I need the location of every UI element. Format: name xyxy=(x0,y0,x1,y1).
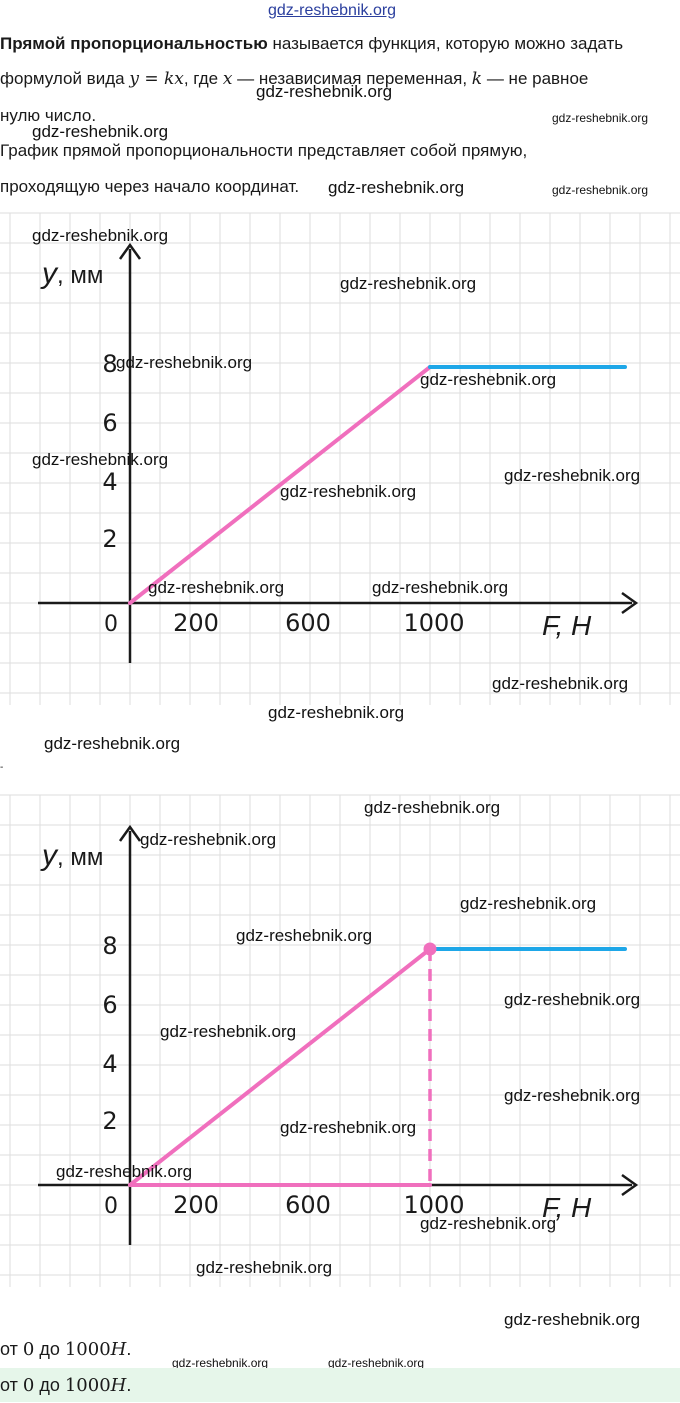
watermark: gdz-reshebnik.org xyxy=(256,82,393,101)
x-tick-label: 600 xyxy=(285,1191,331,1219)
chart-axes xyxy=(38,242,639,663)
watermark: gdz-reshebnik.org xyxy=(340,274,477,293)
y-axis-label: y, мм xyxy=(40,839,103,872)
watermark: gdz-reshebnik.org xyxy=(552,183,649,197)
watermark: gdz-reshebnik.org xyxy=(236,926,373,945)
y-axis-arrow xyxy=(118,242,142,260)
y-tick-label: 4 xyxy=(102,468,117,496)
definition-line-3: нулю число. xyxy=(0,106,97,125)
y-tick-label: 4 xyxy=(102,1050,117,1078)
x-tick-label: 600 xyxy=(285,609,331,637)
point-marker xyxy=(423,942,437,956)
answer-unit: H xyxy=(110,1375,127,1396)
definition-text: — независимая переменная, xyxy=(232,69,472,88)
watermark: gdz-reshebnik.org xyxy=(280,1118,417,1137)
watermark: gdz-reshebnik.org xyxy=(504,990,641,1009)
separator: - xyxy=(0,762,4,773)
definition-text: , где xyxy=(183,69,223,88)
definition-line-1: Прямой пропорциональностью называется фу… xyxy=(0,25,680,63)
watermark: gdz-reshebnik.org xyxy=(148,578,285,597)
watermark: gdz-reshebnik.org xyxy=(372,578,509,597)
watermark: gdz-reshebnik.org xyxy=(172,1356,269,1370)
graph-text-line-1: График прямой пропорциональности предста… xyxy=(0,141,528,160)
watermark: gdz-reshebnik.org xyxy=(196,1258,333,1277)
variable-x: x xyxy=(222,69,233,89)
watermark: gdz-reshebnik.org xyxy=(328,178,465,197)
y-tick-label: 6 xyxy=(102,991,117,1019)
watermark: gdz-reshebnik.org xyxy=(160,1022,297,1041)
x-axis-label: F, Н xyxy=(542,1192,592,1223)
answer-text: до xyxy=(34,1339,65,1359)
y-tick-label: 6 xyxy=(102,409,117,437)
definition-line-2: формулой вида y = kx, где x — независима… xyxy=(0,60,680,98)
y-tick-label: 2 xyxy=(102,525,117,553)
watermark: gdz-reshebnik.org xyxy=(44,734,181,753)
watermark: gdz-reshebnik.org xyxy=(460,894,597,913)
chart-series xyxy=(128,942,627,1187)
formula: y = kx xyxy=(129,69,184,89)
answer-text: . xyxy=(126,1339,132,1359)
y-tick-label: 8 xyxy=(102,350,117,378)
watermark: gdz-reshebnik.org xyxy=(504,1086,641,1105)
x-axis-arrow xyxy=(621,591,639,615)
variable-k: k xyxy=(471,69,483,89)
watermark-top[interactable]: gdz-reshebnik.org xyxy=(268,2,397,19)
answer-text: от xyxy=(0,1339,23,1359)
series-line-1 xyxy=(128,947,432,1187)
definition-text: называется функция, которую можно задать xyxy=(267,34,624,53)
definition-text: — не равное xyxy=(482,69,589,88)
x-axis-label: F, Н xyxy=(542,610,592,641)
watermark: gdz-reshebnik.org xyxy=(420,1214,557,1233)
watermark: gdz-reshebnik.org xyxy=(504,466,641,485)
chart-direct-proportion-annotated: y, мм F, Н 0 200 600 1000 2 4 6 8 xyxy=(0,794,680,1287)
x-tick-label: 200 xyxy=(173,609,219,637)
watermark: gdz-reshebnik.org xyxy=(328,1356,425,1370)
y-tick-label: 2 xyxy=(102,1107,117,1135)
x-tick-label: 1000 xyxy=(403,609,464,637)
graph-text-line-2: проходящую через начало координат. xyxy=(0,177,300,196)
answer-line-1: от 0 до 1000H. xyxy=(0,1332,680,1366)
series-line-1 xyxy=(128,365,432,605)
answer-text: от xyxy=(0,1375,23,1395)
answer-line-2: от 0 до 1000H. xyxy=(0,1368,680,1402)
answer-value: 1000 xyxy=(64,1375,111,1396)
y-tick-label: 8 xyxy=(102,932,117,960)
watermark: gdz-reshebnik.org xyxy=(420,370,557,389)
y-axis-arrow xyxy=(118,824,142,842)
answer-unit: H xyxy=(110,1339,127,1360)
chart-axes xyxy=(38,824,639,1245)
watermark: gdz-reshebnik.org xyxy=(32,122,169,141)
origin-label: 0 xyxy=(104,1194,118,1219)
answer-value: 1000 xyxy=(64,1339,111,1360)
watermark: gdz-reshebnik.org xyxy=(552,111,649,125)
watermark: gdz-reshebnik.org xyxy=(364,798,501,817)
x-tick-label: 1000 xyxy=(403,1191,464,1219)
watermark: gdz-reshebnik.org xyxy=(32,450,169,469)
watermark: gdz-reshebnik.org xyxy=(504,1310,641,1329)
answer-text: . xyxy=(126,1375,132,1395)
answer-text: до xyxy=(34,1375,65,1395)
watermark: gdz-reshebnik.org xyxy=(32,226,169,245)
watermark: gdz-reshebnik.org xyxy=(116,353,253,372)
chart-direct-proportion: y, мм F, Н 0 200 600 1000 2 4 6 8 xyxy=(0,212,680,705)
watermark: gdz-reshebnik.org xyxy=(268,703,405,722)
answer-value: 0 xyxy=(22,1339,35,1360)
origin-label: 0 xyxy=(104,612,118,637)
x-axis-arrow xyxy=(621,1173,639,1197)
watermark: gdz-reshebnik.org xyxy=(280,482,417,501)
watermark: gdz-reshebnik.org xyxy=(56,1162,193,1181)
watermark: gdz-reshebnik.org xyxy=(492,674,629,693)
x-tick-label: 200 xyxy=(173,1191,219,1219)
watermark: gdz-reshebnik.org xyxy=(140,830,277,849)
definition-text: формулой вида xyxy=(0,69,130,88)
answer-value: 0 xyxy=(22,1375,35,1396)
chart-series xyxy=(128,365,627,605)
definition-term: Прямой пропорциональностью xyxy=(0,34,268,53)
y-axis-label: y, мм xyxy=(40,257,103,290)
